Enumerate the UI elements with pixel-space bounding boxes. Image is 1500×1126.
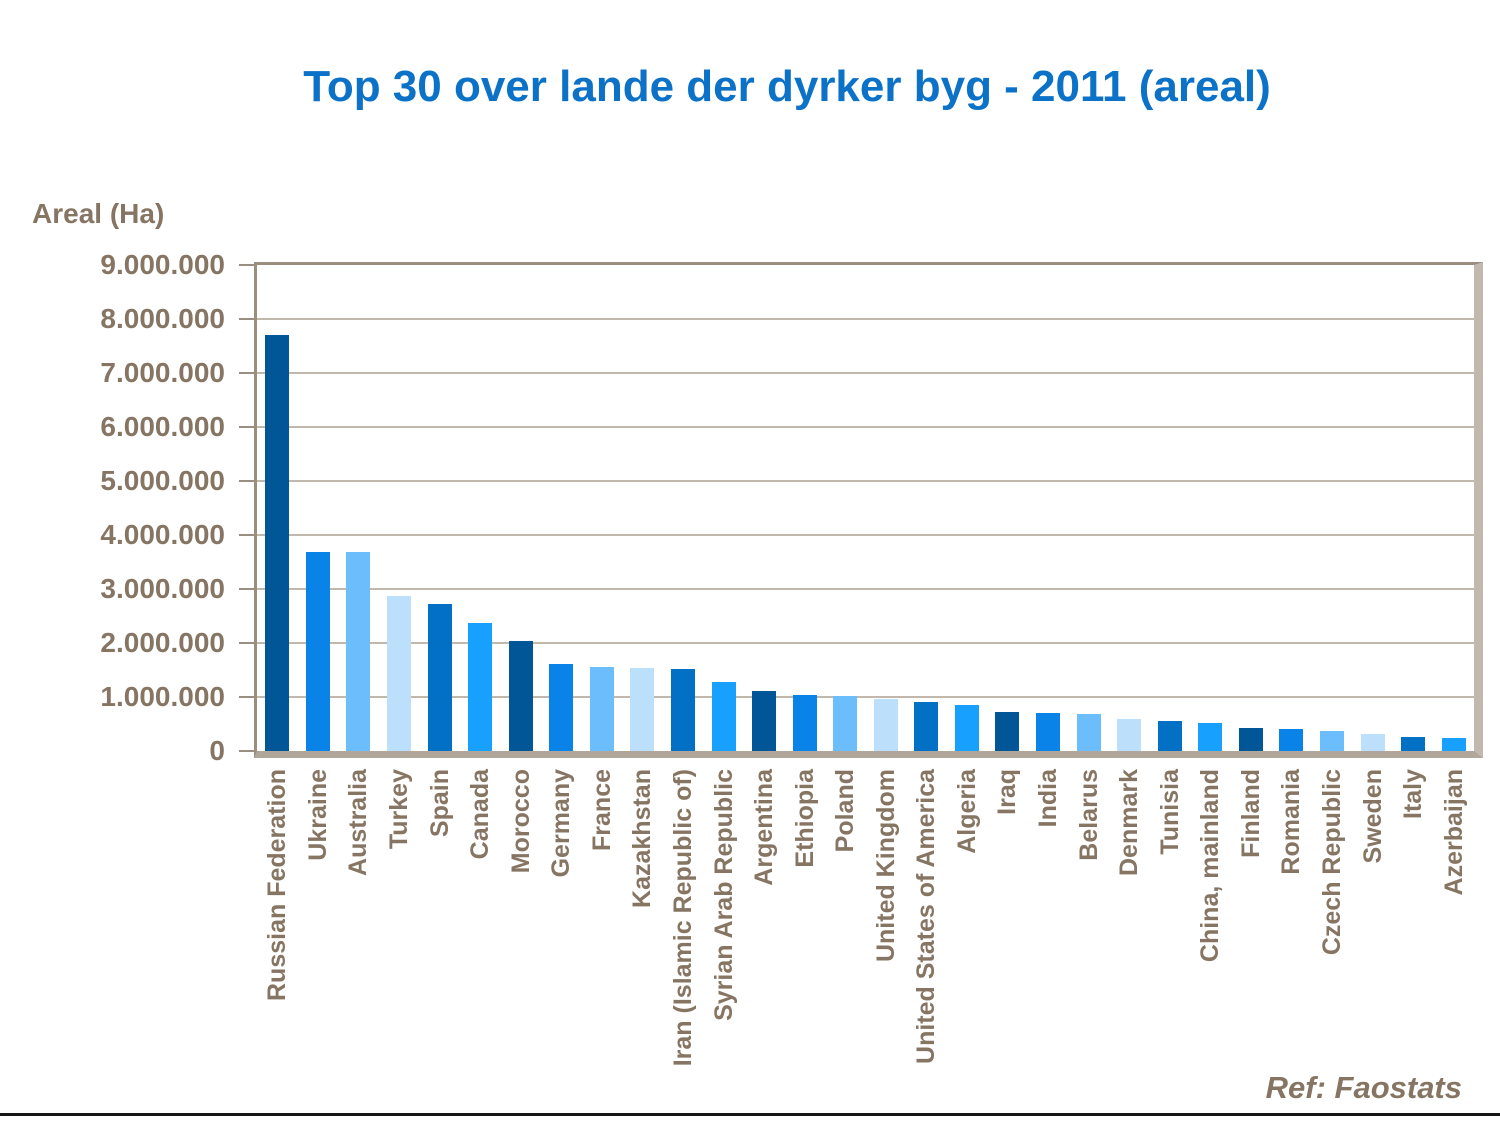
y-axis-label: 7.000.000 xyxy=(100,357,225,388)
bar-tunisia xyxy=(1157,721,1182,751)
x-axis-label-australia: Australia xyxy=(344,769,373,876)
bar-australia xyxy=(346,552,371,751)
bar-united-states-of-america xyxy=(914,702,939,751)
bar-algeria xyxy=(954,705,979,751)
y-axis-label: 8.000.000 xyxy=(100,303,225,334)
y-axis-tick xyxy=(239,318,255,320)
bar-italy xyxy=(1401,737,1426,751)
y-axis-tick xyxy=(239,642,255,644)
plot-area xyxy=(239,262,1483,758)
bar-azerbaijan xyxy=(1441,737,1466,751)
y-axis-label: 5.000.000 xyxy=(100,465,225,496)
y-axis-label: 6.000.000 xyxy=(100,411,225,442)
gridline xyxy=(257,696,1474,698)
y-axis-tick xyxy=(239,264,255,266)
bar-morocco xyxy=(508,641,533,751)
x-axis-label-azerbaijan: Azerbaijan xyxy=(1439,769,1468,896)
bar-china-mainland xyxy=(1198,723,1223,751)
x-axis-label-germany: Germany xyxy=(547,769,576,878)
bar-turkey xyxy=(386,596,411,751)
bar-ethiopia xyxy=(792,694,817,751)
x-axis-label-india: India xyxy=(1034,769,1063,828)
x-axis-label-tunisia: Tunisia xyxy=(1155,769,1184,855)
x-axis-label-france: France xyxy=(587,769,616,851)
x-axis-label-romania: Romania xyxy=(1277,769,1306,875)
gridline xyxy=(257,534,1474,536)
bar-syrian-arab-republic xyxy=(711,681,736,751)
gridline xyxy=(257,588,1474,590)
y-axis-label: 9.000.000 xyxy=(100,249,225,280)
bar-spain xyxy=(427,604,452,751)
bar-france xyxy=(589,667,614,751)
x-axis-label-kazakhstan: Kazakhstan xyxy=(628,769,657,908)
gridline xyxy=(257,372,1474,374)
x-axis-label-poland: Poland xyxy=(831,769,860,853)
y-axis-label: 1.000.000 xyxy=(100,681,225,712)
bar-russian-federation xyxy=(265,335,290,751)
y-axis-label: 4.000.000 xyxy=(100,519,225,550)
bar-ukraine xyxy=(305,551,330,751)
y-axis-title: Areal (Ha) xyxy=(32,198,165,229)
bar-sweden xyxy=(1360,734,1385,751)
x-axis-label-argentina: Argentina xyxy=(750,769,779,886)
x-axis-label-turkey: Turkey xyxy=(384,769,413,850)
bar-iraq xyxy=(995,711,1020,751)
bar-iran-islamic-republic-of xyxy=(670,668,695,751)
bar-india xyxy=(1036,713,1061,751)
x-axis-label-ethiopia: Ethiopia xyxy=(790,769,819,868)
gridline xyxy=(257,426,1474,428)
y-axis-label: 0 xyxy=(209,735,225,766)
bar-united-kingdom xyxy=(873,698,898,751)
y-axis-tick xyxy=(239,426,255,428)
x-axis-label-italy: Italy xyxy=(1399,769,1428,820)
y-axis-tick xyxy=(239,696,255,698)
x-axis-label-finland: Finland xyxy=(1236,769,1265,858)
bar-czech-republic xyxy=(1320,731,1345,751)
y-axis-label: 2.000.000 xyxy=(100,627,225,658)
gridline xyxy=(257,642,1474,644)
bar-belarus xyxy=(1076,714,1101,751)
bar-canada xyxy=(468,623,493,751)
bar-denmark xyxy=(1117,718,1142,751)
x-axis-label-russian-federation: Russian Federation xyxy=(263,769,292,1001)
x-axis-label-algeria: Algeria xyxy=(952,769,981,854)
y-axis-tick xyxy=(239,534,255,536)
bar-kazakhstan xyxy=(630,668,655,751)
x-axis-label-canada: Canada xyxy=(466,769,495,860)
x-axis-label-united-states-of-america: United States of America xyxy=(912,769,941,1064)
x-axis-label-sweden: Sweden xyxy=(1358,769,1387,864)
y-axis-tick xyxy=(239,480,255,482)
x-axis-label-czech-republic: Czech Republic xyxy=(1318,769,1347,956)
y-axis-tick xyxy=(239,372,255,374)
y-axis-label: 3.000.000 xyxy=(100,573,225,604)
bar-poland xyxy=(833,696,858,751)
x-axis-label-ukraine: Ukraine xyxy=(303,769,332,861)
y-axis-tick xyxy=(239,588,255,590)
x-axis-label-iraq: Iraq xyxy=(993,769,1022,815)
bar-romania xyxy=(1279,729,1304,751)
y-axis-tick xyxy=(239,750,255,752)
x-axis-label-belarus: Belarus xyxy=(1074,769,1103,861)
x-axis-label-syrian-arab-republic: Syrian Arab Republic xyxy=(709,769,738,1021)
x-axis-label-china-mainland: China, mainland xyxy=(1196,769,1225,963)
x-axis-label-united-kingdom: United Kingdom xyxy=(871,769,900,963)
x-axis-label-iran-islamic-republic-of: Iran (Islamic Republic of) xyxy=(668,769,697,1067)
x-axis-label-denmark: Denmark xyxy=(1115,769,1144,876)
bar-finland xyxy=(1238,727,1263,751)
bottom-rule-divider xyxy=(0,1113,1500,1116)
chart-title: Top 30 over lande der dyrker byg - 2011 … xyxy=(303,62,1271,111)
bar-germany xyxy=(549,663,574,751)
x-axis-label-morocco: Morocco xyxy=(506,769,535,874)
x-axis-label-spain: Spain xyxy=(425,769,454,838)
gridline xyxy=(257,480,1474,482)
bar-argentina xyxy=(752,691,777,751)
gridline xyxy=(257,318,1474,320)
reference-note: Ref: Faostats xyxy=(1265,1070,1462,1105)
